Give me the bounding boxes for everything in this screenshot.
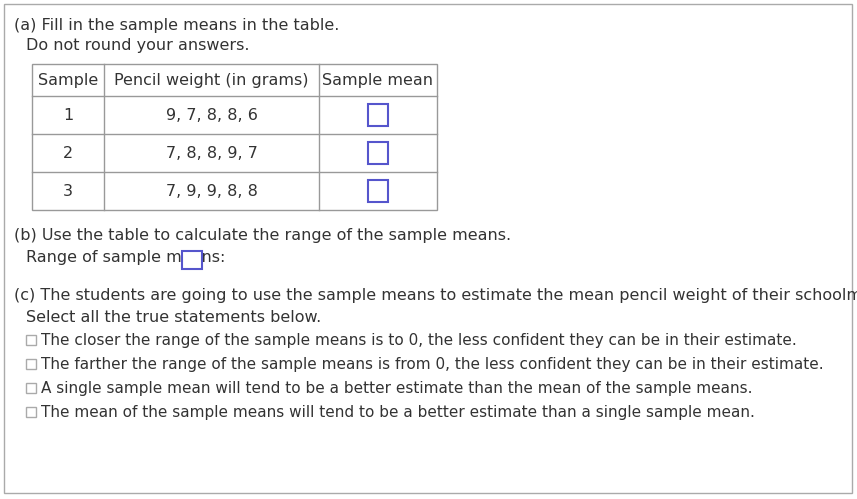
Bar	[32, 64, 437, 210]
Text: 3: 3	[63, 184, 73, 199]
Text: Sample mean: Sample mean	[322, 72, 434, 87]
Text: Sample: Sample	[38, 72, 98, 87]
Text: (a) Fill in the sample means in the table.: (a) Fill in the sample means in the tabl…	[14, 18, 339, 33]
Bar	[368, 142, 388, 164]
Text: 7, 9, 9, 8, 8: 7, 9, 9, 8, 8	[165, 184, 257, 199]
Bar	[26, 359, 36, 369]
Text: Range of sample means:: Range of sample means:	[26, 250, 225, 265]
Text: Do not round your answers.: Do not round your answers.	[26, 38, 249, 53]
Bar	[26, 407, 36, 417]
Bar	[368, 180, 388, 202]
Text: The farther the range of the sample means is from 0, the less confident they can: The farther the range of the sample mean…	[41, 356, 824, 371]
Text: 1: 1	[63, 107, 73, 122]
Text: The closer the range of the sample means is to 0, the less confident they can be: The closer the range of the sample means…	[41, 332, 797, 347]
Text: A single sample mean will tend to be a better estimate than the mean of the samp: A single sample mean will tend to be a b…	[41, 381, 752, 396]
Text: (c) The students are going to use the sample means to estimate the mean pencil w: (c) The students are going to use the sa…	[14, 288, 857, 303]
Bar	[368, 104, 388, 126]
Text: Select all the true statements below.: Select all the true statements below.	[26, 310, 321, 325]
Text: (b) Use the table to calculate the range of the sample means.: (b) Use the table to calculate the range…	[14, 228, 511, 243]
Text: 7, 8, 8, 9, 7: 7, 8, 8, 9, 7	[165, 146, 257, 161]
Text: The mean of the sample means will tend to be a better estimate than a single sam: The mean of the sample means will tend t…	[41, 405, 755, 420]
Text: 9, 7, 8, 8, 6: 9, 7, 8, 8, 6	[165, 107, 257, 122]
Text: 2: 2	[63, 146, 73, 161]
Bar	[182, 251, 202, 269]
Bar	[26, 383, 36, 393]
Bar	[26, 335, 36, 345]
Text: Pencil weight (in grams): Pencil weight (in grams)	[114, 72, 309, 87]
